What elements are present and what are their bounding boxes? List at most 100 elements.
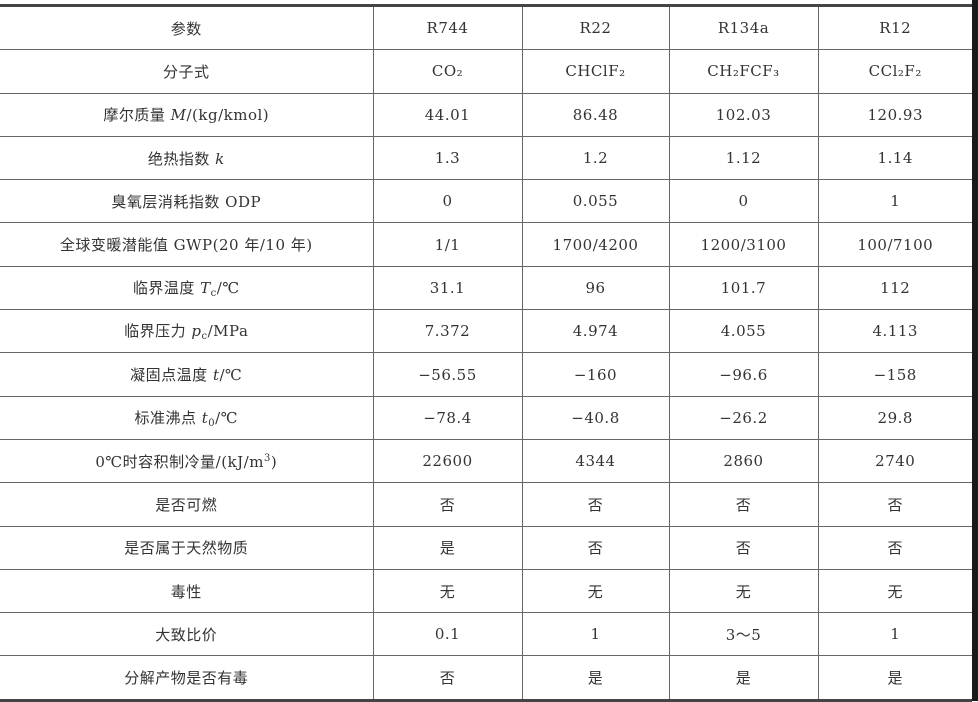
label-segment: M <box>170 106 187 125</box>
table-row: 是否可燃否否否否 <box>0 482 972 527</box>
table-row: 绝热指数 k 1.3 1.2 1.12 1.14 <box>0 135 972 180</box>
label-segment: 大致比价 <box>155 625 218 644</box>
value-cell: 0.1 <box>372 612 522 656</box>
table-row: 分解产物是否有毒否是是是 <box>0 655 972 701</box>
value-cell: 1 <box>817 612 972 656</box>
table-row: 全球变暖潜能值 GWP(20 年/10 年) 1/1 1700/4200 1200/3… <box>0 222 972 267</box>
value-cell: 112 <box>817 265 972 310</box>
value-cell: −158 <box>817 352 972 397</box>
value-cell: 100/7100 <box>817 222 972 267</box>
value-cell: 4344 <box>521 438 669 483</box>
value-cell: 1.14 <box>817 135 972 180</box>
parameter-label: 是否属于天然物质 <box>0 525 373 570</box>
value-cell: 2860 <box>668 438 818 483</box>
value-cell: 无 <box>668 568 818 613</box>
label-segment: 0℃时容积制冷量/(kJ/m <box>95 452 264 471</box>
value-cell: 0 <box>372 179 522 223</box>
table-row: 临界温度 Tc/℃ 31.1 96 101.7 112 <box>0 265 972 310</box>
value-cell: 无 <box>817 568 972 613</box>
parameter-label: 绝热指数 k <box>0 135 373 180</box>
parameter-label: 临界温度 Tc/℃ <box>0 265 373 310</box>
parameter-label: 是否可燃 <box>0 482 373 527</box>
label-segment: 臭氧层消耗指数 ODP <box>111 192 262 211</box>
header-parameter: 参数 <box>170 19 202 38</box>
label-segment: 摩尔质量 <box>103 106 171 125</box>
parameter-label: 标准沸点 t0/℃ <box>0 395 373 440</box>
label-segment: ) <box>270 452 278 471</box>
value-cell: −26.2 <box>668 395 818 440</box>
value-cell: 101.7 <box>668 265 818 310</box>
value-cell: 是 <box>372 525 522 570</box>
label-segment: k <box>215 149 225 168</box>
label-segment: 是否属于天然物质 <box>124 539 249 558</box>
parameter-label: 大致比价 <box>0 612 373 656</box>
value-cell: −96.6 <box>668 352 818 397</box>
value-cell: 0.055 <box>521 179 669 223</box>
label-segment: 凝固点温度 <box>130 366 213 385</box>
label-segment: 3 <box>263 452 271 464</box>
label-segment: /MPa <box>207 322 249 341</box>
value-cell: 是 <box>817 655 972 701</box>
value-cell: 无 <box>372 568 522 613</box>
value-cell: 是 <box>668 655 818 701</box>
table-row: 毒性无无无无 <box>0 568 972 613</box>
label-segment: 毒性 <box>170 582 202 601</box>
value-cell: 否 <box>668 525 818 570</box>
label-segment: c <box>201 331 208 343</box>
label-segment: 临界温度 <box>132 278 201 297</box>
label-segment: p <box>191 322 202 341</box>
value-cell: −160 <box>521 352 669 397</box>
table-row: 摩尔质量 M/(kg/kmol) 44.01 86.48 102.03 120.93 <box>0 92 972 137</box>
parameter-label: 全球变暖潜能值 GWP(20 年/10 年) <box>0 222 373 267</box>
table-row: 凝固点温度 t/℃ −56.55 −160 −96.6 −158 <box>0 352 972 397</box>
parameter-label: 临界压力 pc/MPa <box>0 309 373 353</box>
value-cell: 否 <box>372 655 522 701</box>
value-cell: 120.93 <box>817 92 972 137</box>
value-cell: 无 <box>521 568 669 613</box>
value-cell: 4.055 <box>668 309 818 353</box>
value-cell: 7.372 <box>372 309 522 353</box>
value-cell: 1.12 <box>668 135 818 180</box>
value-cell: 否 <box>521 482 669 527</box>
label-segment: /℃ <box>216 278 240 297</box>
value-cell: 否 <box>372 482 522 527</box>
value-cell: 96 <box>521 265 669 310</box>
page-edge <box>972 0 978 701</box>
label-segment: 分解产物是否有毒 <box>124 669 249 688</box>
value-cell: 1 <box>521 612 669 656</box>
label-segment: 0 <box>208 417 216 429</box>
parameter-label: 0℃时容积制冷量/(kJ/m3) <box>0 438 373 483</box>
value-cell: 1/1 <box>372 222 522 267</box>
value-cell: 4.113 <box>817 309 972 353</box>
label-segment: /℃ <box>215 408 239 427</box>
value-cell: 22600 <box>372 438 522 483</box>
refrigerant-comparison-table: 参数 R744 R22 R134a R12 分子式 CO₂ CHClF₂ CH₂FCF₃ CCl₂… <box>0 4 972 702</box>
label-segment: 标准沸点 <box>134 408 202 427</box>
table-row: 标准沸点 t0/℃ −78.4 −40.8 −26.2 29.8 <box>0 395 972 440</box>
label-segment: t <box>212 366 220 385</box>
label-segment: t <box>201 408 209 427</box>
value-cell: 1200/3100 <box>668 222 818 267</box>
value-cell: CCl₂F₂ <box>817 49 972 94</box>
value-cell: 是 <box>521 655 669 701</box>
value-cell: 1700/4200 <box>521 222 669 267</box>
label-segment: 全球变暖潜能值 GWP(20 年/10 年) <box>59 236 313 255</box>
value-cell: 2740 <box>817 438 972 483</box>
value-cell: CO₂ <box>372 49 522 94</box>
header-refrigerant: R744 <box>372 5 522 50</box>
value-cell: −56.55 <box>372 352 522 397</box>
table-row: 临界压力 pc/MPa 7.372 4.974 4.055 4.113 <box>0 309 972 353</box>
value-cell: 29.8 <box>817 395 972 440</box>
header-refrigerant: R22 <box>521 5 669 50</box>
label-segment: /(kg/kmol) <box>186 106 270 125</box>
value-cell: CHClF₂ <box>521 49 669 94</box>
label-segment: T <box>200 278 211 297</box>
table-row: 臭氧层消耗指数 ODP 0 0.055 0 1 <box>0 179 972 223</box>
value-cell: 0 <box>668 179 818 223</box>
parameter-label: 摩尔质量 M/(kg/kmol) <box>0 92 373 137</box>
label-segment: /℃ <box>219 366 243 385</box>
parameter-label: 凝固点温度 t/℃ <box>0 352 373 397</box>
table-row: 0℃时容积制冷量/(kJ/m3) 22600 4344 2860 2740 <box>0 438 972 483</box>
table-row: 分子式 CO₂ CHClF₂ CH₂FCF₃ CCl₂F₂ <box>0 49 972 94</box>
value-cell: 否 <box>521 525 669 570</box>
